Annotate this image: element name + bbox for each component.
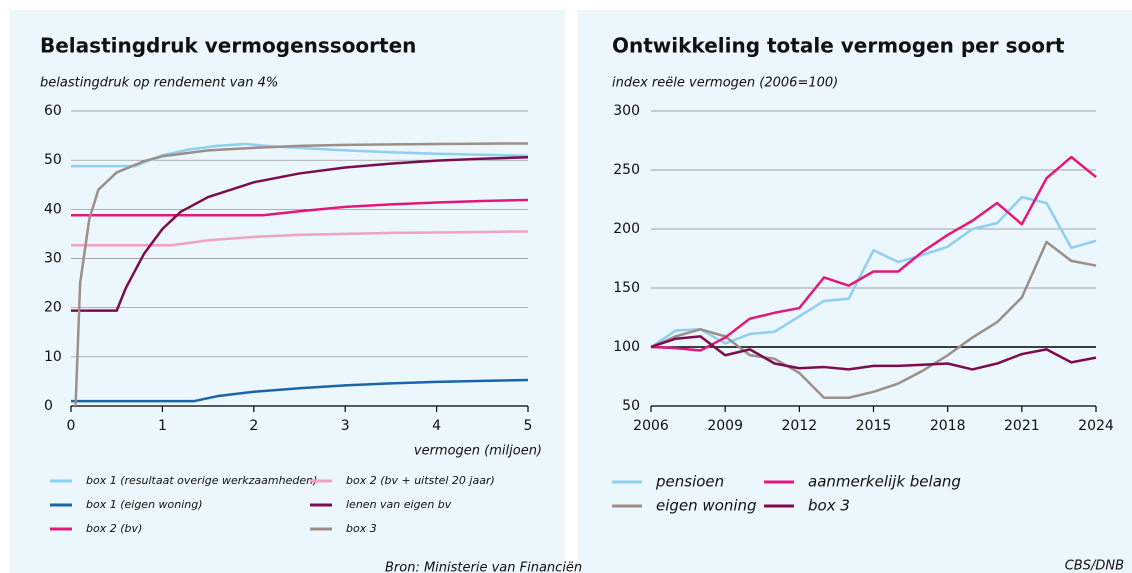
series-line <box>71 378 529 403</box>
y-tick-label: 40 <box>44 201 62 217</box>
x-tick-label: 1 <box>158 418 167 434</box>
y-tick-label: 50 <box>44 152 62 168</box>
x-tick-label: 2015 <box>856 418 892 434</box>
chart-subtitle: belastingdruk op rendement van 4% <box>40 76 278 91</box>
y-tick-label: 0 <box>44 398 53 414</box>
series-line <box>650 155 1097 352</box>
legend-label: eigen woning <box>656 497 757 515</box>
source: CBS/DNB <box>1065 559 1124 573</box>
panel-left <box>10 10 565 573</box>
x-tick-label: 3 <box>341 418 350 434</box>
x-tick-label: 5 <box>524 418 533 434</box>
y-tick-label: 150 <box>613 280 640 296</box>
x-tick-label: 0 <box>67 418 76 434</box>
x-tick-label: 2012 <box>782 418 818 434</box>
y-tick-label: 60 <box>44 103 62 119</box>
x-axis-label: vermogen (miljoen) <box>414 444 542 459</box>
y-tick-label: 250 <box>613 162 640 178</box>
chart-title: Belastingdruk vermogenssoorten <box>40 34 416 58</box>
y-tick-label: 10 <box>44 349 62 365</box>
x-tick-label: 2006 <box>633 418 669 434</box>
y-tick-label: 20 <box>44 300 62 316</box>
legend-label: box 1 (resultaat overige werkzaamheden) <box>86 474 317 487</box>
legend-label: box 3 <box>346 522 377 535</box>
chart-title: Ontwikkeling totale vermogen per soort <box>612 34 1065 58</box>
x-tick-label: 2009 <box>707 418 743 434</box>
legend-label: box 1 (eigen woning) <box>86 498 203 511</box>
legend-label: box 2 (bv + uitstel 20 jaar) <box>346 474 495 487</box>
y-tick-label: 100 <box>613 339 640 355</box>
series-line <box>71 155 529 312</box>
panel-right <box>577 10 1132 573</box>
y-tick-label: 300 <box>613 103 640 119</box>
legend-label: lenen van eigen bv <box>346 498 452 511</box>
source: Bron: Ministerie van Financiën <box>385 561 582 573</box>
y-tick-label: 30 <box>44 251 62 267</box>
series-line <box>650 195 1097 349</box>
x-tick-label: 2021 <box>1004 418 1040 434</box>
series-line <box>650 335 1097 371</box>
series-line <box>71 230 529 247</box>
y-tick-label: 200 <box>613 221 640 237</box>
legend-label: box 2 (bv) <box>86 522 142 535</box>
x-tick-label: 2024 <box>1078 418 1114 434</box>
x-tick-label: 2 <box>249 418 258 434</box>
y-tick-label: 50 <box>622 398 640 414</box>
chart-subtitle: index reële vermogen (2006=100) <box>612 76 838 91</box>
x-tick-label: 2018 <box>930 418 966 434</box>
series-line <box>71 198 529 217</box>
legend-label: box 3 <box>808 497 850 515</box>
legend-label: pensioen <box>655 473 724 491</box>
legend-label: aanmerkelijk belang <box>808 473 961 491</box>
x-tick-label: 4 <box>432 418 441 434</box>
series-line <box>74 142 529 407</box>
